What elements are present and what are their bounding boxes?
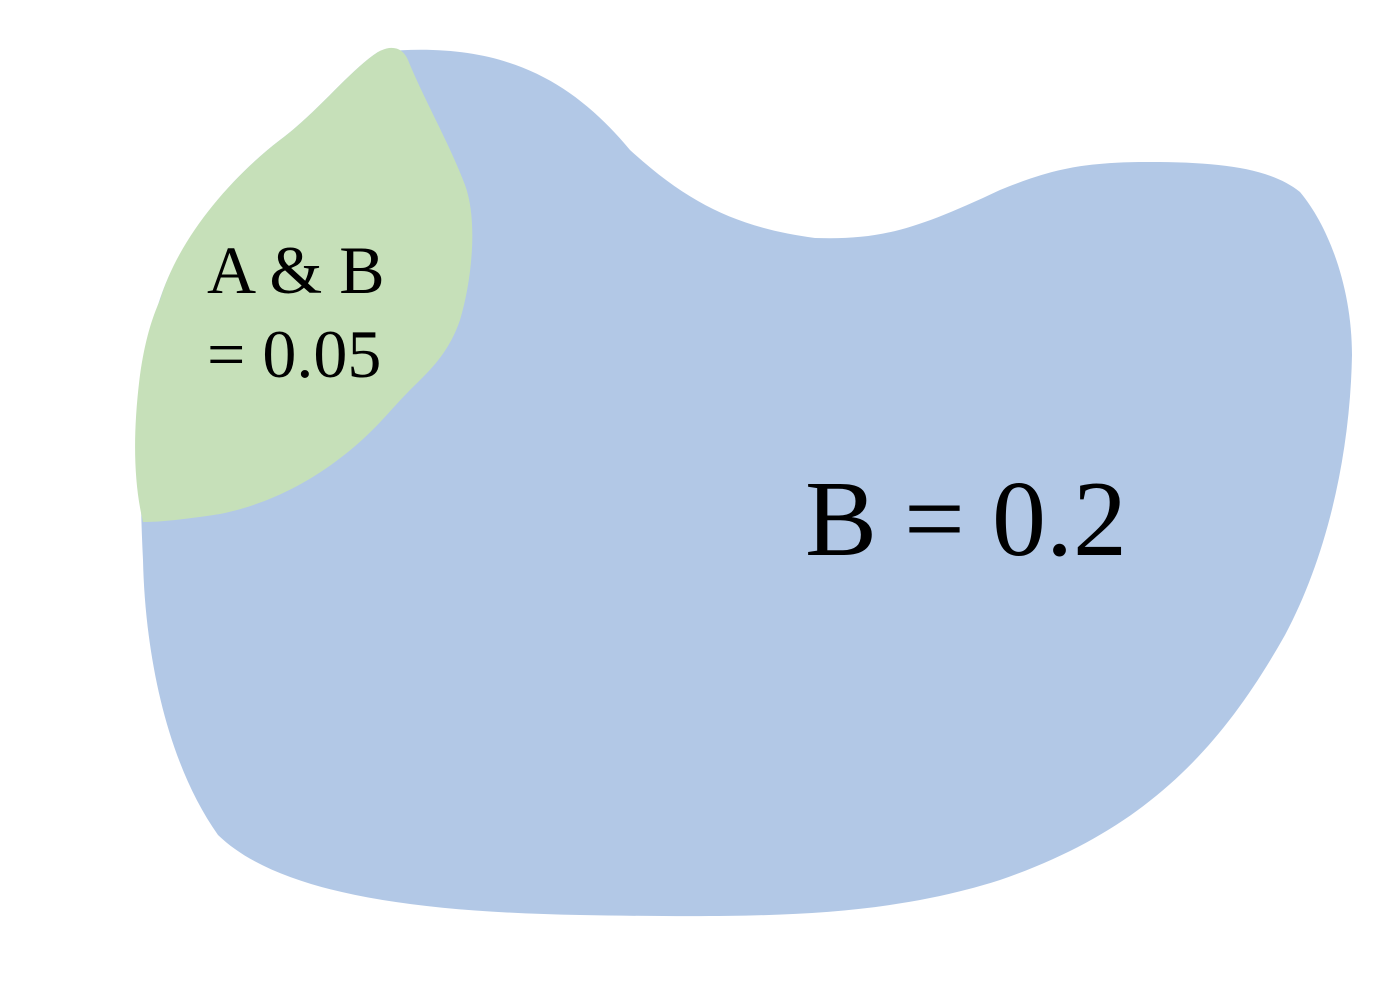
a-and-b-label-line2: = 0.05	[207, 316, 381, 392]
a-and-b-label-line1: A & B	[207, 232, 385, 308]
b-label: B = 0.2	[805, 460, 1127, 579]
region-a-and-b-shape	[135, 47, 473, 523]
